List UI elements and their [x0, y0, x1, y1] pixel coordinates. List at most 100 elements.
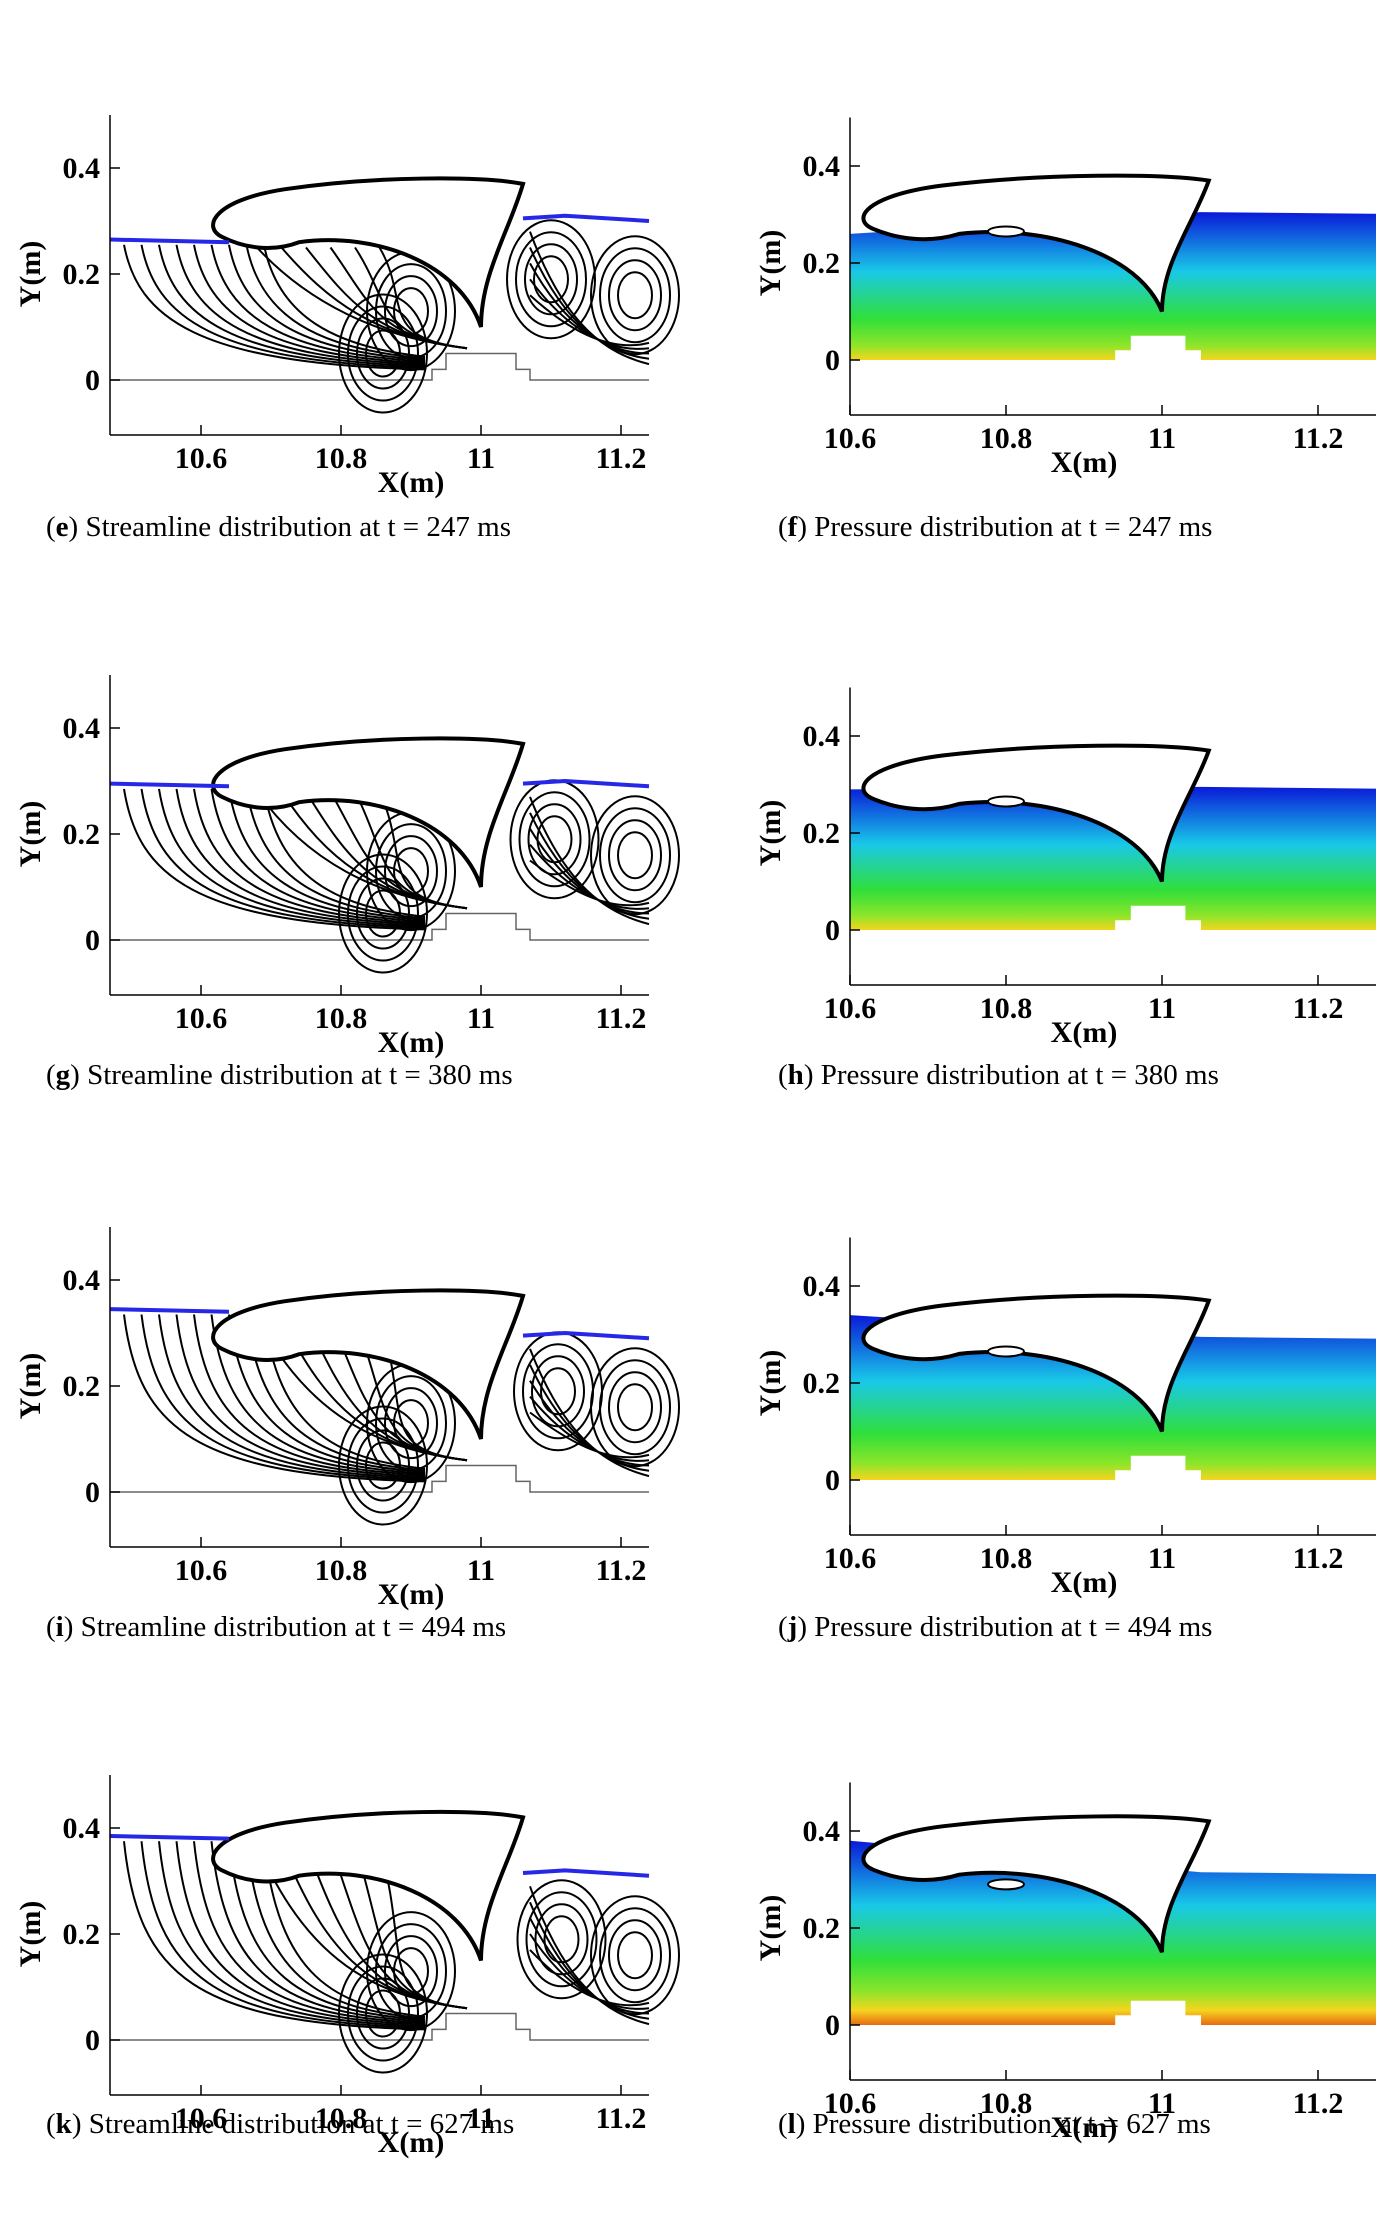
x-axis-label: X(m) [378, 466, 445, 499]
streamline [228, 244, 426, 361]
turbine-blade [861, 1293, 1212, 1433]
pressure-field [850, 1840, 1376, 2025]
streamline [529, 1917, 650, 2015]
turbine-blade [211, 1288, 526, 1440]
x-tick-label: 10.8 [315, 2102, 368, 2135]
vortex-streamline [590, 1347, 680, 1468]
x-axis-label: X(m) [1051, 1566, 1118, 1599]
turbine-blade [861, 173, 1212, 313]
streamline [529, 1364, 650, 1472]
stream-plot-e: 0 0.2 0.4 10.6 10.8 11 11.2 X(m) Y(m) [14, 115, 680, 499]
x-tick-label: 11.2 [596, 442, 647, 475]
vortex-streamline [338, 1953, 428, 2074]
caption-k: (k) Streamline distribution at t = 627 m… [46, 2108, 515, 2140]
vortex-streamline [338, 853, 428, 974]
vortex-streamline [347, 305, 419, 402]
streamline [529, 1395, 650, 1462]
vortex-streamline [366, 1911, 456, 2032]
caption-l: (l) Pressure distribution at t = 627 ms [778, 2108, 1211, 2140]
streamline [193, 244, 426, 365]
x-tick-label: 11.2 [596, 2102, 647, 2135]
caption-i: (i) Streamline distribution at t = 494 m… [46, 1611, 507, 1643]
panel-f-pressure: 0 0.2 0.4 10.6 10.8 11 11.2 X(m) Y(m) [740, 15, 1376, 555]
x-axis-label: X(m) [378, 1578, 445, 1611]
vortex-streamline [617, 1383, 653, 1432]
vortex-streamline [534, 1903, 589, 1976]
x-tick-label: 11.2 [1293, 1542, 1344, 1575]
vortex-streamline [365, 889, 401, 938]
y-tick-label: 0.4 [63, 1812, 101, 1845]
y-tick-label: 0.4 [803, 720, 841, 753]
pressure-field [850, 1315, 1376, 1480]
vortex-streamline [599, 1359, 671, 1456]
y-axis-label: Y(m) [754, 800, 787, 867]
y-tick-label: 0.2 [803, 1912, 841, 1945]
y-tick-label: 0 [85, 364, 100, 397]
turbine-blade [211, 1809, 526, 1962]
caption-e: (e) Streamline distribution at t = 247 m… [46, 511, 511, 543]
vortex-streamline [608, 819, 662, 892]
streamline [140, 1314, 426, 1481]
x-tick-label: 11 [467, 1554, 495, 1587]
panel-h-pressure: 0 0.2 0.4 10.6 10.8 11 11.2 X(m) Y(m) [740, 585, 1376, 1125]
vortex-streamline [527, 803, 582, 876]
streamline [529, 1885, 650, 2026]
y-axis-label: Y(m) [14, 241, 47, 308]
x-tick-label: 11.2 [1293, 2087, 1344, 2120]
streamline [123, 788, 426, 931]
stream-plot-i: 0 0.2 0.4 10.6 10.8 11 11.2 X(m) Y(m) [14, 1227, 680, 1611]
free-surface-left [109, 237, 230, 245]
air-pocket [987, 225, 1025, 238]
y-tick-label: 0.4 [803, 1270, 841, 1303]
free-surface-left [109, 1833, 230, 1841]
free-surface-right [522, 1868, 650, 1878]
vortex-streamline [347, 1417, 419, 1514]
x-tick-label: 11.2 [1293, 422, 1344, 455]
free-surface-right [522, 1330, 650, 1341]
y-tick-label: 0.2 [803, 817, 841, 850]
caption-h: (h) Pressure distribution at t = 380 ms [778, 1059, 1219, 1091]
caption-g: (g) Streamline distribution at t = 380 m… [46, 1059, 513, 1091]
streamline [529, 1901, 650, 2020]
y-tick-label: 0 [825, 2009, 840, 2042]
vortex-streamline [356, 877, 410, 950]
free-surface-left [109, 1307, 230, 1314]
vortex-streamline [590, 235, 680, 356]
y-axis-label: Y(m) [14, 1353, 47, 1420]
vortex-streamline [338, 1405, 428, 1526]
streamline [210, 1841, 426, 2023]
y-tick-label: 0 [825, 344, 840, 377]
x-tick-label: 10.6 [175, 1554, 228, 1587]
streamline [378, 791, 468, 910]
panel-e-streamline: 0 0.2 0.4 10.6 10.8 11 11.2 X(m) Y(m) [0, 0, 680, 540]
vortex-streamline [599, 247, 671, 344]
vortex-streamline [393, 847, 429, 896]
streamline [175, 788, 426, 926]
y-axis-label: Y(m) [754, 230, 787, 297]
channel-bed [110, 1464, 649, 1493]
x-tick-label: 11 [1148, 992, 1176, 1025]
channel-bed [110, 2012, 649, 2041]
stream-plot-k: 0 0.2 0.4 10.6 10.8 11 11.2 X(m) Y(m) [14, 1775, 680, 2159]
panel-k-streamline: 0 0.2 0.4 10.6 10.8 11 11.2 X(m) Y(m) [0, 1660, 680, 2200]
y-tick-label: 0.2 [803, 1367, 841, 1400]
x-tick-label: 10.6 [175, 1002, 228, 1035]
vortex-streamline [356, 317, 410, 390]
x-tick-label: 10.8 [980, 2087, 1033, 2120]
vortex-streamline [509, 779, 600, 900]
vortex-streamline [375, 1923, 447, 2020]
vortex-streamline [590, 795, 680, 916]
vortex-streamline [375, 263, 447, 360]
streamline [529, 231, 650, 366]
streamline [123, 244, 426, 371]
streamline [263, 1841, 426, 2018]
streamline [245, 244, 426, 360]
free-surface-left [109, 781, 230, 789]
y-tick-label: 0 [825, 914, 840, 947]
channel-bed [110, 352, 649, 381]
vortex-streamline [608, 259, 662, 332]
streamline [123, 1841, 426, 2031]
y-axis-label: Y(m) [14, 1901, 47, 1968]
streamline [175, 1314, 426, 1478]
air-pocket [987, 795, 1025, 808]
